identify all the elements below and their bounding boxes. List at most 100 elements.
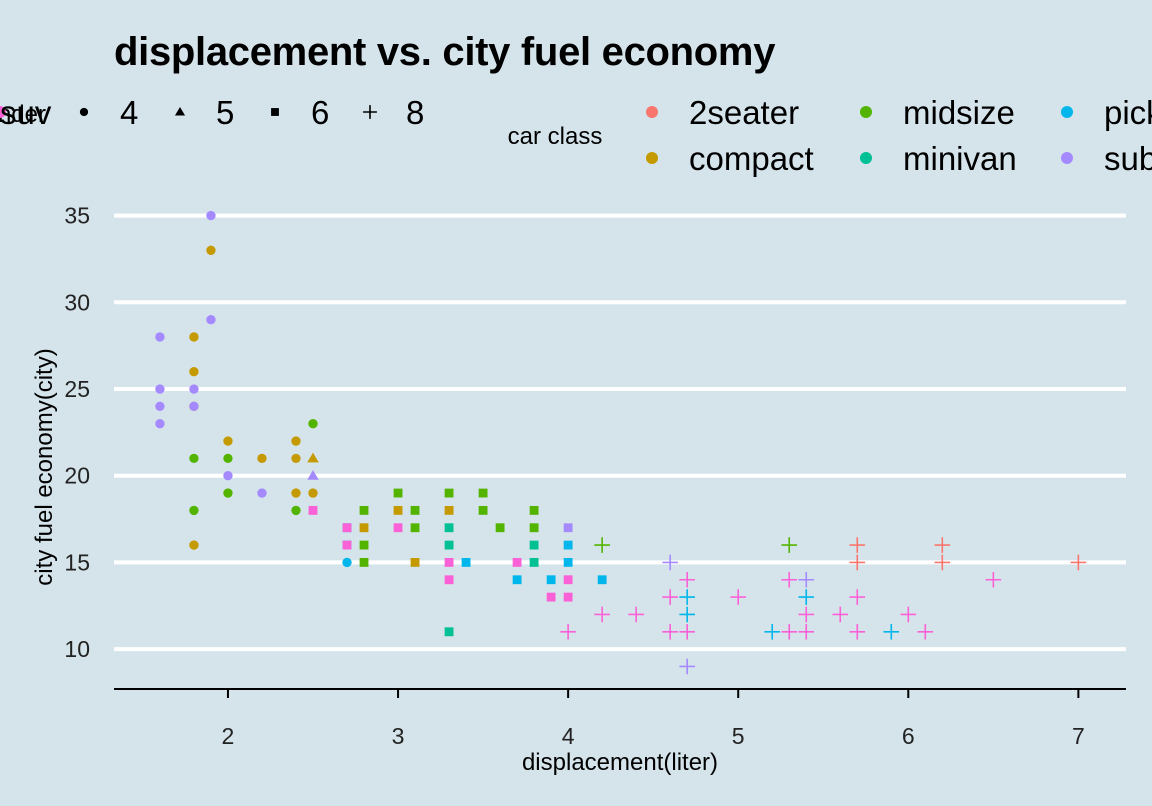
car-class-legend-key-2seater [646, 106, 658, 118]
data-point [917, 623, 934, 640]
data-point [798, 606, 815, 623]
data-point [342, 523, 352, 533]
cylinder-legend-key-8 [363, 105, 377, 119]
data-point [679, 623, 695, 640]
car-class-legend-label-midsize: midsize [903, 94, 1015, 131]
data-point [189, 401, 199, 412]
data-point [594, 537, 610, 553]
chart-title: displacement vs. city fuel economy [114, 30, 776, 74]
data-point [512, 557, 522, 567]
data-point [393, 488, 403, 498]
data-point [781, 537, 798, 553]
data-point [444, 488, 454, 498]
data-point [410, 557, 420, 567]
data-point [679, 571, 695, 588]
data-point [495, 523, 505, 533]
car-class-legend-key-minivan [860, 152, 872, 164]
data-point [359, 523, 369, 533]
data-point [563, 575, 573, 585]
x-tick-label-3: 3 [392, 723, 405, 749]
car-class-legend-label-compact: compact [689, 140, 814, 177]
data-point [444, 557, 454, 567]
data-point [1070, 554, 1087, 571]
data-point [563, 523, 573, 533]
data-point [444, 575, 454, 585]
data-point [883, 623, 900, 640]
data-point [291, 488, 301, 498]
car-class-legend-label-minivan: minivan [903, 140, 1017, 177]
cylinder-legend-label-6: 6 [311, 94, 329, 131]
data-point [628, 606, 644, 623]
y-tick-label-20: 20 [64, 463, 90, 489]
data-point [393, 505, 403, 515]
data-point [307, 452, 319, 463]
x-axis-title: displacement(liter) [522, 749, 718, 776]
car-class-legend-label-subcompact: subcompact [1104, 140, 1152, 177]
y-axis-ticks: 10 15 20 25 30 35 [64, 203, 90, 663]
x-tick-label-2: 2 [222, 723, 235, 749]
data-point [223, 436, 233, 446]
car-class-legend: car class 2seater compact midsize minivan pi… [0, 94, 1152, 177]
data-point [155, 332, 165, 342]
data-point [849, 589, 866, 605]
y-axis-title: city fuel economy(city) [31, 348, 58, 585]
data-point [934, 537, 951, 553]
data-point [444, 523, 454, 533]
data-point [223, 488, 233, 498]
cylinder-legend-key-4 [79, 107, 89, 117]
data-point [291, 453, 301, 464]
data-point [461, 557, 471, 567]
data-point [594, 606, 610, 623]
data-point [529, 523, 539, 533]
data-point [359, 505, 369, 515]
cylinder-legend-label-8: 8 [406, 94, 424, 131]
data-point [342, 540, 352, 550]
car-class-legend-key-midsize [860, 106, 872, 118]
car-class-legend-key-subcompact [1061, 152, 1073, 164]
data-point [798, 589, 815, 605]
y-tick-label-30: 30 [64, 289, 90, 315]
data-point [529, 540, 539, 550]
data-point [444, 505, 454, 515]
data-point [560, 623, 576, 640]
data-point [359, 557, 369, 567]
data-point [189, 366, 199, 377]
data-point [781, 623, 798, 640]
data-point [291, 505, 301, 516]
data-point [900, 606, 917, 623]
data-point [257, 453, 267, 464]
grid-lines [114, 213, 1126, 652]
data-point [189, 332, 199, 342]
data-point [546, 575, 556, 585]
data-point [189, 505, 199, 516]
data-point [155, 401, 165, 412]
data-point [662, 623, 678, 640]
data-point [662, 589, 678, 605]
data-point [308, 505, 318, 515]
data-point [155, 384, 165, 394]
y-tick-label-15: 15 [64, 549, 90, 575]
data-point [444, 627, 454, 637]
data-point [563, 557, 573, 567]
data-point [849, 623, 866, 640]
car-class-legend-key-pickup [1061, 106, 1073, 118]
data-point [849, 537, 866, 553]
car-class-legend-label-2seater: 2seater [689, 94, 799, 131]
x-axis-ticks: 2 3 4 5 6 7 [222, 689, 1085, 749]
data-point [206, 314, 216, 325]
data-point [223, 471, 233, 481]
data-point [478, 505, 488, 515]
data-point [478, 488, 488, 498]
data-point [189, 540, 199, 550]
data-point [934, 554, 951, 571]
car-class-legend-key-suv [0, 106, 6, 118]
data-point [308, 488, 318, 498]
data-point [444, 540, 454, 550]
car-class-legend-label-suv: suv [0, 94, 52, 131]
data-point [189, 453, 199, 464]
data-point [257, 488, 267, 498]
car-class-legend-title: car class [508, 123, 603, 150]
data-point [798, 571, 815, 588]
y-tick-label-25: 25 [64, 376, 90, 402]
x-tick-label-6: 6 [902, 723, 915, 749]
